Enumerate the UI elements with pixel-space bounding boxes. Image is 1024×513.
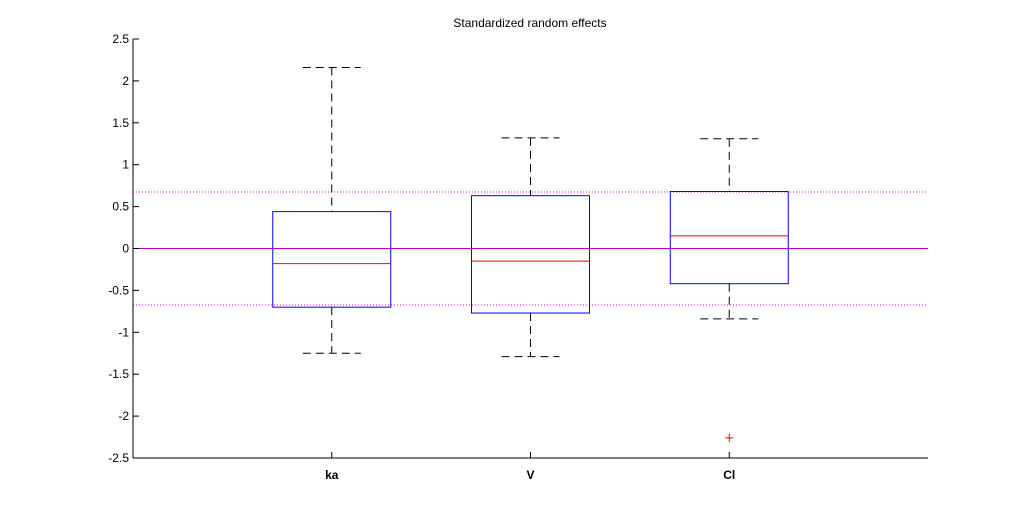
y-tick-label: 0.5 (112, 200, 129, 214)
y-tick-label: -1.5 (108, 367, 129, 381)
y-tick-label: 1.5 (112, 116, 129, 130)
y-tick-label: 2.5 (112, 32, 129, 46)
y-tick-label: 1 (122, 158, 129, 172)
y-tick-label: 0 (122, 242, 129, 256)
outlier-marker-0 (725, 433, 734, 442)
axes: 2.5 2 1.5 1 0.5 0 -0.5 -1 -1.5 -2 -2.5 ka V Cl (108, 32, 928, 482)
interquartile-box (669, 191, 789, 285)
chart-title: Standardized random effects (453, 16, 606, 30)
x-tick-label-Cl: Cl (723, 468, 735, 482)
box-V (471, 137, 590, 358)
y-tick-label: -2.5 (108, 451, 129, 465)
interquartile-box (272, 211, 392, 308)
reference-lines (133, 191, 928, 306)
y-tick-label: -1 (118, 325, 129, 339)
y-tick-label: -0.5 (108, 283, 129, 297)
x-tick-label-V: V (526, 468, 534, 482)
interquartile-box (471, 195, 590, 314)
y-tick-label: 2 (122, 74, 129, 88)
y-tick-label: -2 (118, 409, 129, 423)
x-tick-label-ka: ka (325, 468, 339, 482)
box-Cl (669, 138, 789, 442)
box-plots (272, 66, 789, 442)
box-ka (272, 66, 392, 354)
